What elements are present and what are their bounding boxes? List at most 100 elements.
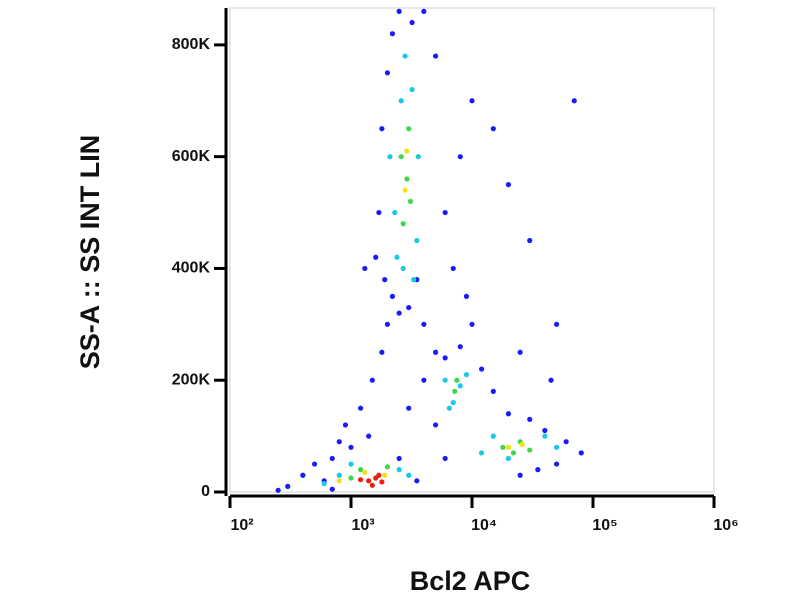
data-point xyxy=(411,277,417,283)
data-point xyxy=(300,472,306,478)
data-point xyxy=(421,8,427,14)
data-point xyxy=(321,481,327,487)
data-point xyxy=(463,372,470,378)
y-axis-title: SS-A :: SS INT LIN xyxy=(75,135,105,370)
data-point xyxy=(396,467,402,473)
data-point xyxy=(348,461,354,467)
data-point xyxy=(542,427,548,434)
data-point xyxy=(432,349,439,355)
x-tick-label: 10⁵ xyxy=(592,517,617,534)
data-point xyxy=(369,482,375,488)
data-point xyxy=(398,98,404,104)
data-point xyxy=(400,265,406,272)
data-point xyxy=(404,148,410,154)
data-point xyxy=(392,209,398,216)
data-point xyxy=(384,321,391,327)
x-axis-title: Bcl2 APC xyxy=(410,566,531,596)
x-tick-label: 10³ xyxy=(351,517,374,534)
data-point xyxy=(373,254,379,260)
data-point xyxy=(548,377,554,383)
y-tick-label: 200K xyxy=(172,371,211,388)
data-point xyxy=(379,479,385,485)
data-point xyxy=(402,187,408,193)
data-point xyxy=(505,411,512,417)
data-point xyxy=(409,19,415,26)
data-point xyxy=(442,355,448,361)
data-point xyxy=(500,444,506,450)
data-point xyxy=(376,472,382,478)
data-point xyxy=(342,422,349,428)
data-point xyxy=(336,478,342,484)
data-point xyxy=(382,472,388,478)
data-point xyxy=(527,416,533,422)
data-point xyxy=(563,439,569,445)
data-point xyxy=(452,388,458,394)
data-point xyxy=(478,366,485,372)
data-point xyxy=(396,455,402,462)
data-point xyxy=(553,461,560,467)
data-point xyxy=(409,86,415,93)
y-tick-label: 600K xyxy=(172,148,211,165)
data-point xyxy=(406,405,412,411)
data-point xyxy=(336,472,342,478)
data-point xyxy=(450,265,456,272)
data-point xyxy=(362,469,368,476)
y-tick-label: 0 xyxy=(201,483,210,500)
data-point xyxy=(389,293,396,299)
y-tick-label: 800K xyxy=(172,36,211,53)
data-point xyxy=(542,433,548,439)
data-point xyxy=(553,321,560,327)
data-point xyxy=(406,126,412,132)
data-point xyxy=(406,304,412,311)
data-point xyxy=(505,455,512,462)
data-point xyxy=(421,321,427,327)
y-tick-label: 400K xyxy=(172,260,211,277)
data-point xyxy=(457,383,463,389)
data-point xyxy=(407,198,414,204)
data-point xyxy=(490,126,496,132)
data-point xyxy=(454,377,460,383)
data-point xyxy=(357,405,364,411)
x-tick-label: 10² xyxy=(230,517,253,534)
data-point xyxy=(527,237,533,244)
data-point xyxy=(379,349,385,355)
data-point xyxy=(578,450,584,456)
data-point xyxy=(357,467,364,473)
plot-frame xyxy=(229,7,715,493)
data-point xyxy=(387,154,393,160)
data-point xyxy=(366,478,372,484)
data-point xyxy=(517,472,523,478)
data-point xyxy=(376,209,382,216)
data-point xyxy=(398,154,404,160)
data-point xyxy=(396,310,402,316)
data-point xyxy=(406,472,412,478)
data-point xyxy=(553,444,560,450)
data-point xyxy=(510,450,517,456)
data-point xyxy=(348,475,354,481)
data-point xyxy=(469,321,475,327)
data-point xyxy=(389,31,396,37)
data-point xyxy=(329,486,335,492)
data-point xyxy=(336,439,342,445)
data-point xyxy=(446,405,452,411)
data-point xyxy=(275,487,281,493)
data-point xyxy=(457,154,463,160)
x-tick-label: 10⁴ xyxy=(471,517,497,534)
data-point xyxy=(505,444,512,450)
data-point xyxy=(396,8,402,14)
data-point xyxy=(457,344,463,350)
data-point xyxy=(571,98,577,104)
data-point xyxy=(432,53,439,59)
data-point xyxy=(527,447,533,453)
data-point xyxy=(442,209,448,216)
data-point xyxy=(414,237,420,244)
data-point xyxy=(348,444,354,450)
data-point xyxy=(490,433,496,439)
data-point xyxy=(442,377,448,383)
data-point xyxy=(366,433,372,439)
data-point xyxy=(285,483,291,490)
data-point xyxy=(402,53,408,59)
x-tick-label: 10⁶ xyxy=(713,517,738,534)
data-point xyxy=(519,441,525,448)
